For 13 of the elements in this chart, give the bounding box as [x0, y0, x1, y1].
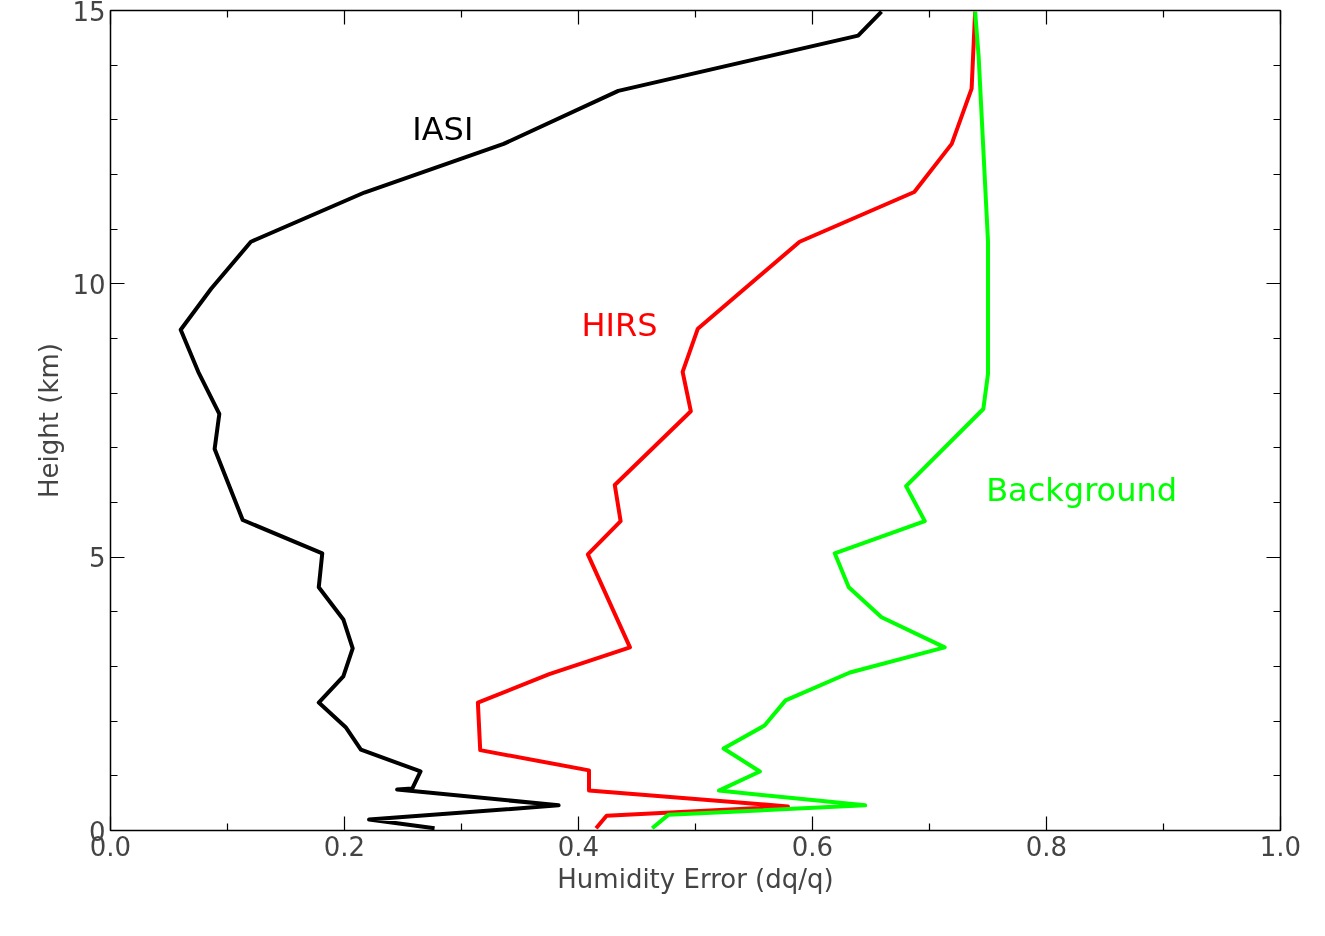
y-tick-label: 5 — [88, 543, 106, 574]
x-tick-label: 0.4 — [557, 831, 600, 862]
y-tick-label: 15 — [72, 0, 106, 27]
series-label: HIRS — [581, 305, 658, 344]
x-tick-label: 0.8 — [1025, 831, 1068, 862]
x-axis-title: Humidity Error (dq/q) — [557, 863, 834, 894]
x-tick-label: 0.6 — [791, 831, 834, 862]
y-axis-title: Height (km) — [34, 343, 65, 498]
series-label: IASI — [412, 109, 474, 148]
y-tick-label: 10 — [72, 269, 106, 300]
series-label: Background — [986, 470, 1178, 509]
x-tick-label: 0.2 — [323, 831, 366, 862]
x-tick-label: 1.0 — [1259, 831, 1302, 862]
